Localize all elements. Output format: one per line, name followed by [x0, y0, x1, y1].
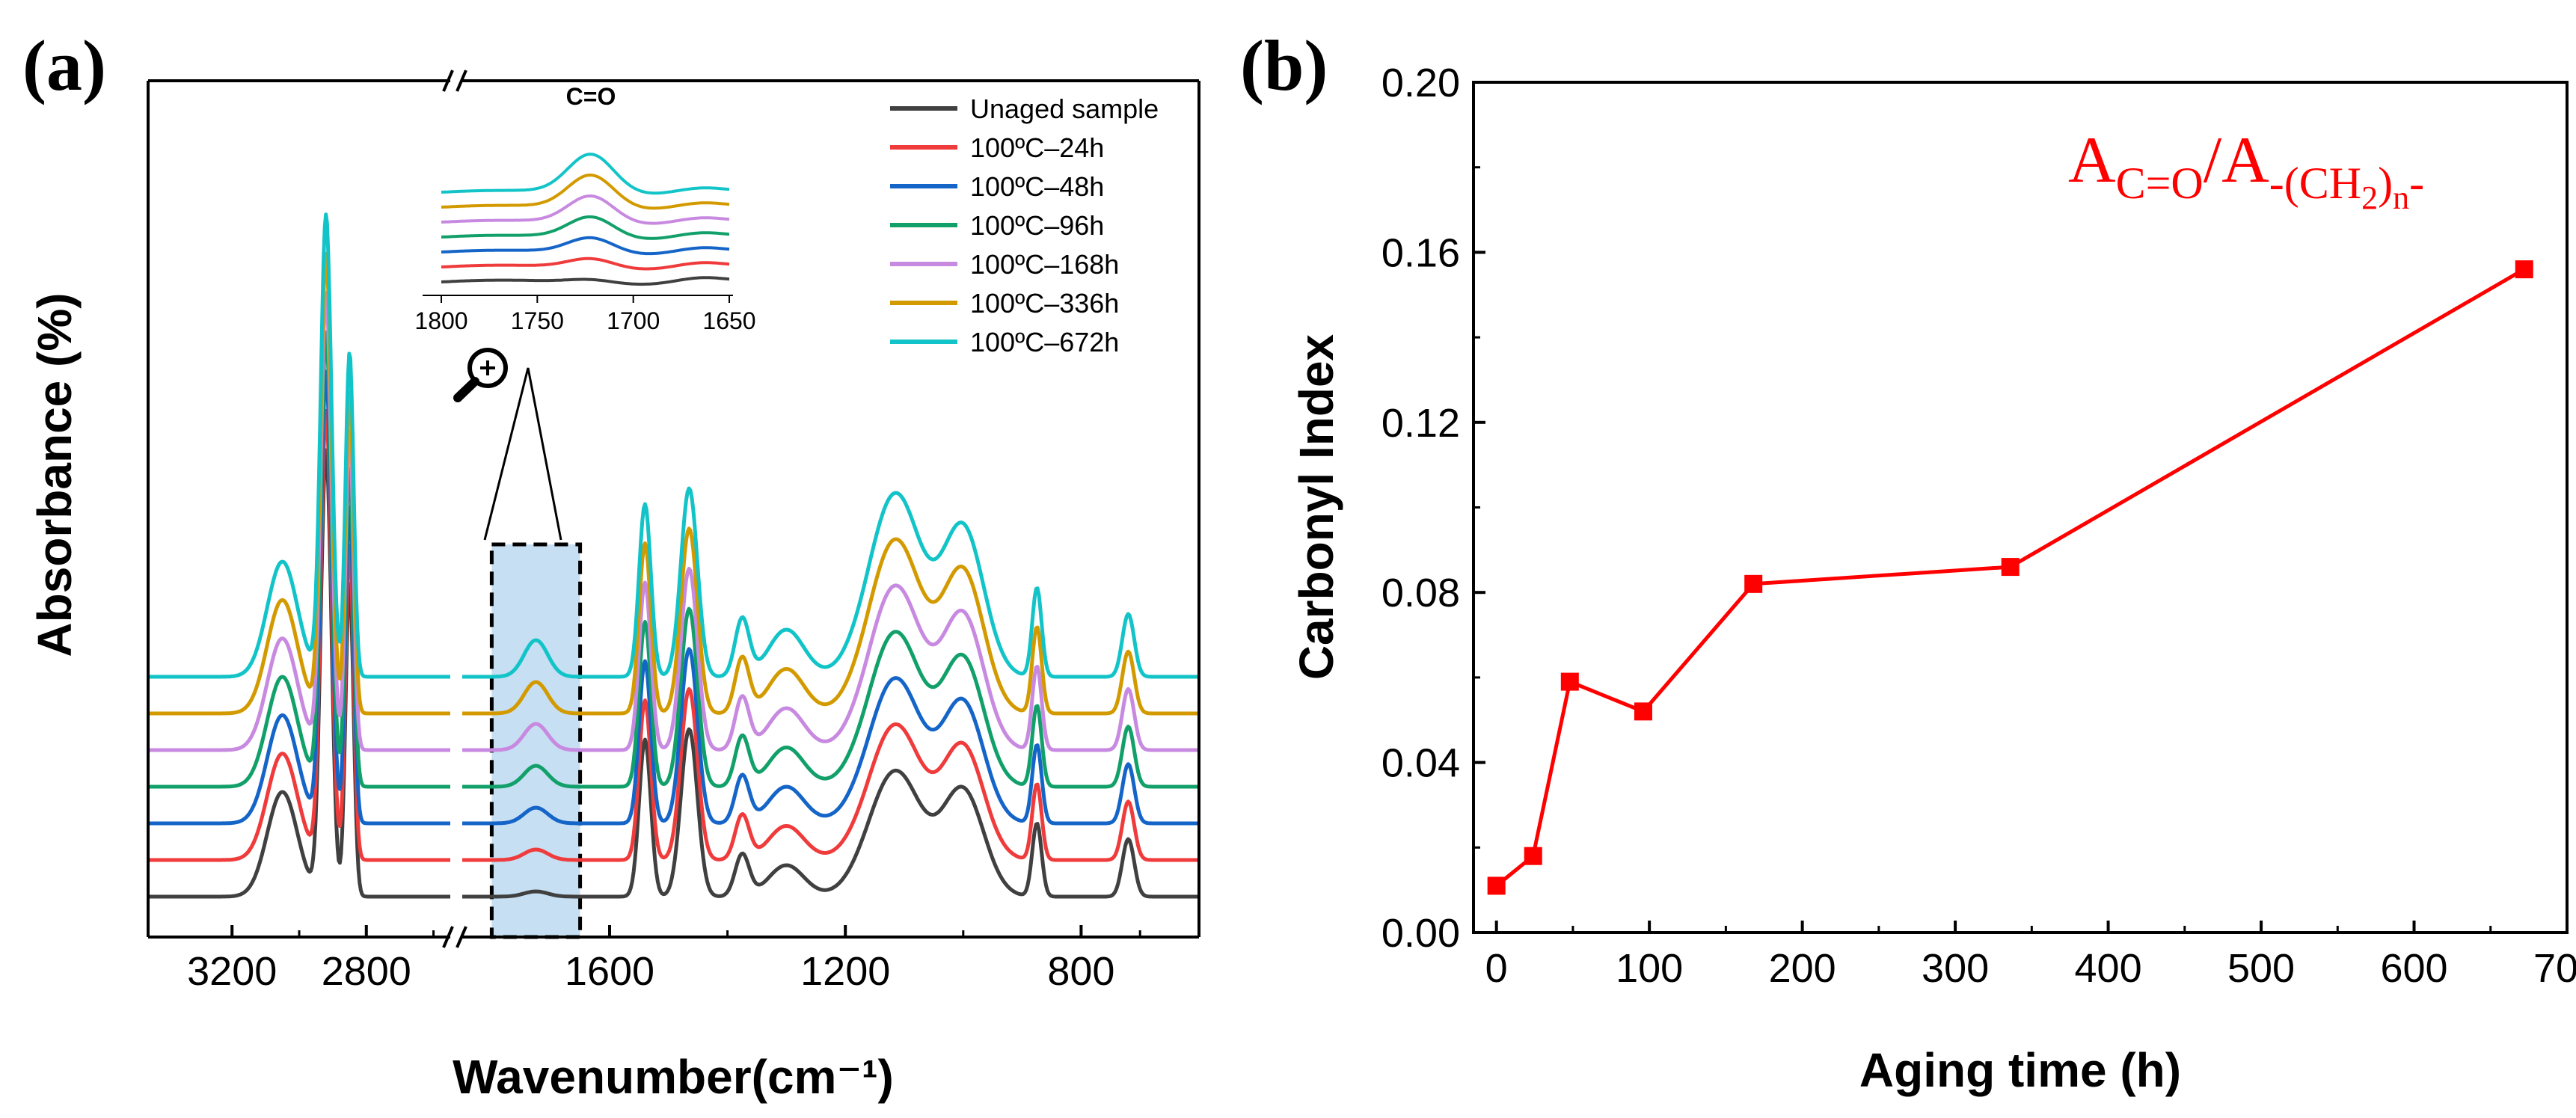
ratio-sub-co: C=O [2116, 159, 2204, 208]
inset-series-group [441, 153, 730, 286]
b-y-tick-label-0: 0.00 [1381, 911, 1460, 956]
spectrum-line-3-seg1 [461, 606, 1200, 789]
data-point-4 [1744, 574, 1763, 593]
b-x-tick-label-6: 600 [2380, 946, 2447, 991]
panel-b-x-axis-title: Aging time (h) [1859, 1043, 2181, 1097]
carbonyl-inset: C=O 1800 1750 1700 1650 [414, 83, 755, 334]
legend-label-5: 100ºC–336h [970, 288, 1119, 319]
inset-tick-label-2: 1700 [607, 307, 660, 334]
b-x-tick-label-1: 100 [1616, 946, 1683, 991]
inset-line-3 [441, 215, 730, 240]
data-point-3 [1634, 702, 1652, 721]
b-x-tick-label-7: 700 [2533, 946, 2576, 991]
inset-tick-label-0: 1800 [414, 307, 467, 334]
spectrum-line-2-seg1 [461, 647, 1200, 826]
axis-break-mark-bottom-1 [442, 926, 454, 948]
inset-line-4 [441, 194, 730, 225]
spectrum-line-0-seg0 [147, 448, 451, 899]
inset-label: C=O [566, 83, 616, 110]
data-point-0 [1487, 876, 1506, 895]
axis-break-mark-top-2 [456, 70, 467, 92]
carbonyl-index-markers [1487, 260, 2533, 895]
carbonyl-highlight-region [491, 544, 580, 937]
spectra-series-group [147, 212, 1200, 899]
panel-a: (a) 3200 2800 1600 1200 800 Wavenumber(cm⁻¹)… [22, 25, 1200, 1104]
zoom-callout-lines [483, 367, 562, 541]
data-point-5 [2001, 558, 2020, 577]
inset-tick-label-3: 1650 [702, 307, 755, 334]
b-y-tick-label-2: 0.08 [1381, 571, 1460, 615]
carbonyl-index-line [1495, 267, 2525, 888]
legend-label-6: 100ºC–672h [970, 327, 1119, 357]
spectrum-line-1-seg1 [461, 687, 1200, 862]
ratio-sub-2: 2 [2361, 179, 2378, 216]
spectrum-line-1-seg0 [147, 408, 451, 862]
panel-a-x-ticks: 3200 2800 1600 1200 800 [187, 925, 1141, 994]
panel-a-label: (a) [22, 25, 106, 105]
axis-break-mark-top-1 [442, 70, 454, 92]
legend-label-4: 100ºC–168h [970, 249, 1119, 280]
x-tick-label-2: 1600 [565, 949, 654, 994]
ratio-base-a: A [2068, 124, 2116, 197]
inset-line-2 [441, 236, 730, 256]
ratio-sub-paren: ) [2378, 159, 2393, 208]
legend-label-1: 100ºC–24h [970, 132, 1104, 163]
spectrum-line-4-seg1 [461, 566, 1200, 752]
legend-label-2: 100ºC–48h [970, 171, 1104, 202]
ratio-sub-ch-start: -(CH [2269, 159, 2361, 208]
panel-a-y-axis-title: Absorbance (%) [28, 292, 82, 657]
magnifier-icon [453, 348, 508, 402]
ratio-base-a2: A [2221, 124, 2269, 197]
x-tick-label-4: 800 [1047, 949, 1114, 994]
x-tick-label-0: 3200 [187, 949, 277, 994]
data-point-1 [1524, 847, 1542, 865]
inset-line-0 [441, 276, 730, 286]
panel-b-label: (b) [1240, 25, 1328, 105]
panel-a-x-axis-title: Wavenumber(cm⁻¹) [453, 1050, 894, 1104]
b-y-tick-label-1: 0.04 [1381, 741, 1460, 786]
b-x-tick-label-4: 400 [2075, 946, 2142, 991]
panel-b-y-axis-title: Carbonyl Index [1289, 334, 1343, 680]
inset-tick-label-1: 1750 [511, 307, 564, 334]
data-point-2 [1560, 672, 1579, 691]
spectrum-line-3-seg0 [147, 330, 451, 789]
legend-label-0: Unaged sample [970, 93, 1159, 124]
b-x-tick-label-5: 500 [2227, 946, 2295, 991]
panel-b: (b) 0 100 200 300 400 500 600 700 0.00 0.04 0.08 0.… [1240, 25, 2576, 1097]
inset-x-ticks: 1800 1750 1700 1650 [414, 295, 756, 334]
spectrum-line-5-seg1 [461, 526, 1200, 716]
ratio-sub-n: n [2393, 179, 2409, 216]
spectrum-line-2-seg0 [147, 369, 451, 826]
spectrum-line-6-seg0 [147, 212, 451, 679]
panel-a-legend: Unaged sample 100ºC–24h 100ºC–48h 100ºC–96h… [890, 93, 1159, 357]
data-point-6 [2515, 260, 2533, 279]
legend-label-3: 100ºC–96h [970, 210, 1104, 241]
axis-break-mark-bottom-2 [456, 926, 467, 948]
x-tick-label-3: 1200 [800, 949, 890, 994]
spectrum-line-6-seg1 [461, 486, 1200, 679]
b-y-tick-label-5: 0.20 [1381, 61, 1460, 105]
spectrum-line-0-seg1 [461, 727, 1200, 899]
b-y-tick-label-3: 0.12 [1381, 401, 1460, 446]
inset-line-5 [441, 173, 730, 210]
carbonyl-ratio-annotation: AC=O/A-(CH2)n- [2068, 124, 2424, 216]
b-x-tick-label-3: 300 [1922, 946, 1989, 991]
b-x-tick-label-2: 200 [1769, 946, 1836, 991]
spectrum-line-4-seg0 [147, 291, 451, 752]
panel-a-frame [147, 70, 1200, 948]
inset-line-6 [441, 153, 730, 195]
b-y-tick-label-4: 0.16 [1381, 230, 1460, 275]
spectrum-line-5-seg0 [147, 251, 451, 716]
panel-b-ticks: 0 100 200 300 400 500 600 700 0.00 0.04 0.08 0.12 0.… [1381, 61, 2576, 991]
ratio-sub-end: - [2409, 159, 2424, 208]
ratio-slash: / [2204, 124, 2222, 197]
b-x-tick-label-0: 0 [1485, 946, 1508, 991]
x-tick-label-1: 2800 [322, 949, 411, 994]
inset-line-1 [441, 257, 730, 271]
